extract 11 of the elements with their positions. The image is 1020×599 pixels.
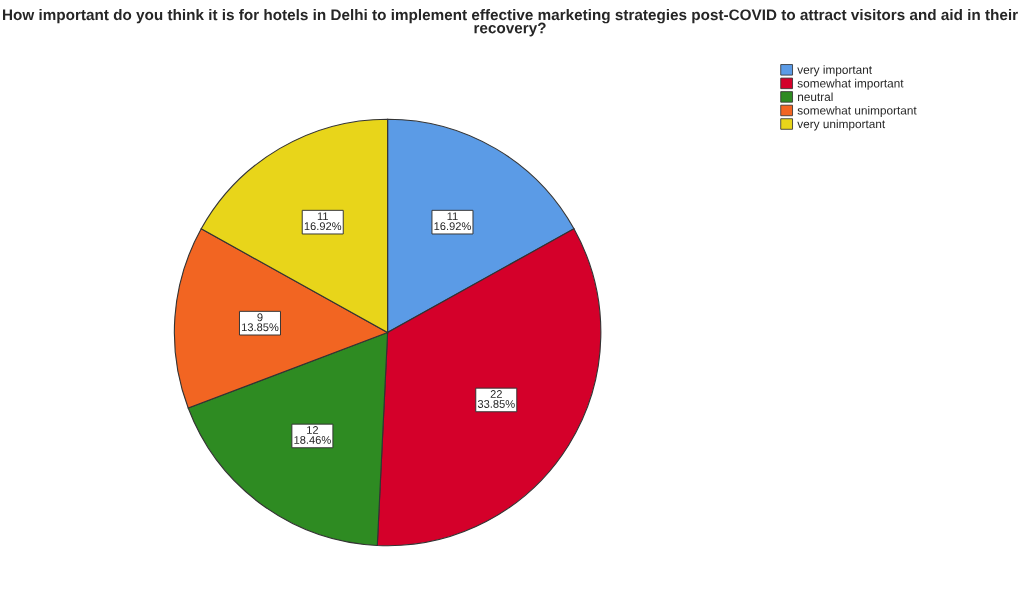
legend-label: somewhat important — [797, 78, 904, 90]
legend-label: neutral — [798, 92, 833, 102]
data-label: 11 16.92% — [304, 212, 342, 231]
data-label: 12 18.46% — [294, 426, 331, 444]
data-label: 22 33.85% — [477, 390, 515, 408]
data-label: 9 13.85% — [242, 313, 279, 332]
legend-label: somewhat unimportant — [797, 105, 917, 117]
data-label: 11 16.92% — [434, 212, 471, 231]
legend-label: very unimportant — [797, 119, 886, 131]
legend-label: very important — [797, 65, 872, 77]
chart-title: How important do you think it is for hotels in Delhi to implement effective marketing strategies post-COVID to attract visitors and aid in their recovery? — [3, 8, 1018, 37]
